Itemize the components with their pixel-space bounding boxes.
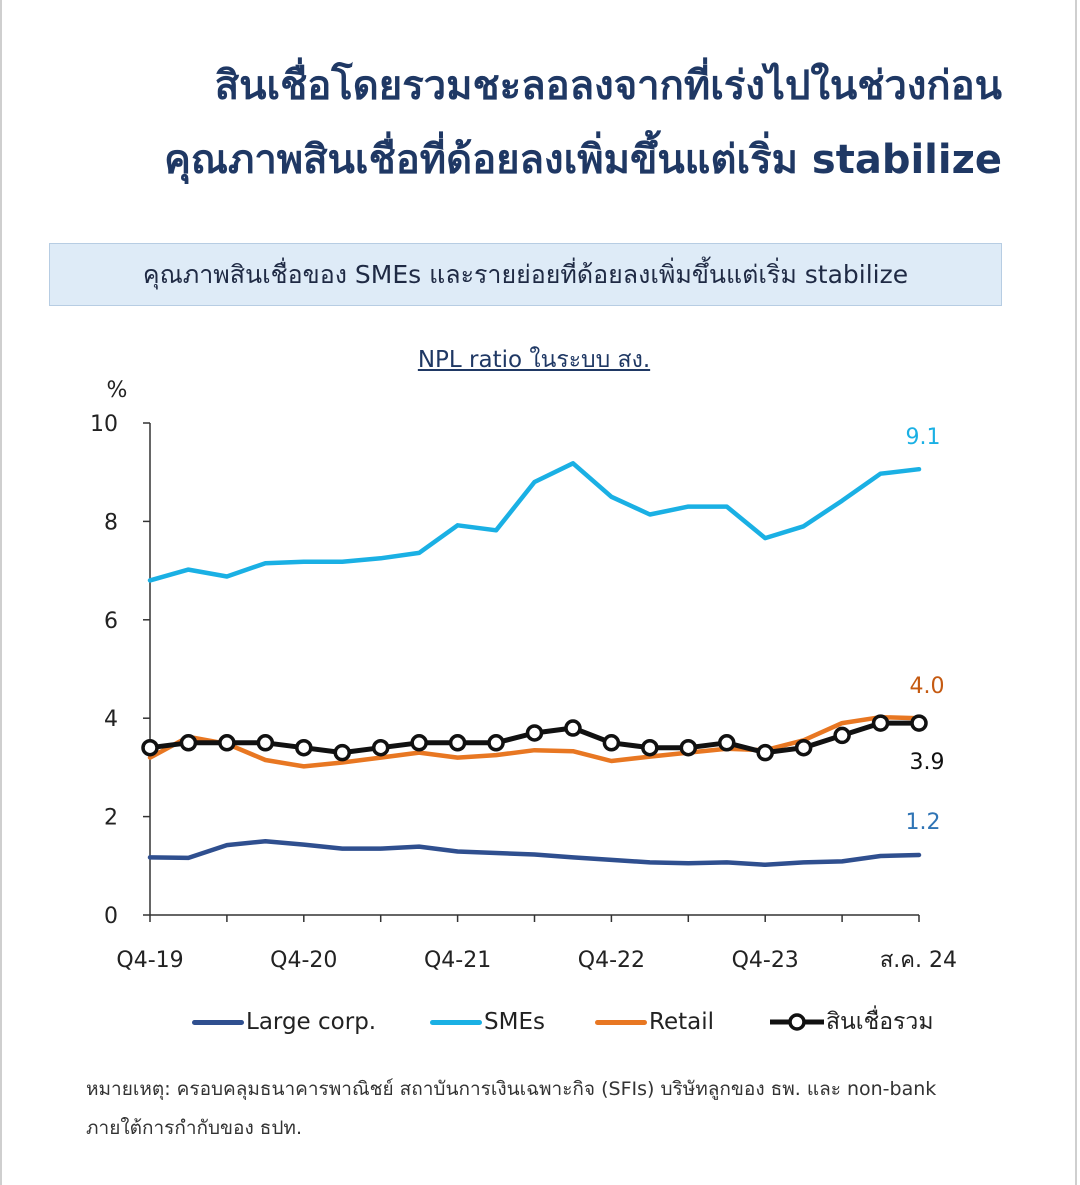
data-label-retail: 4.0: [910, 674, 945, 699]
subtitle-text: คุณภาพสินเชื่อของ SMEs และรายย่อยที่ด้อย…: [142, 259, 909, 289]
npl-line-chart: 0 2 4 6 8 10% Q4-19 Q4-20 Q4-21 Q4-22 Q4-23 ส.ค. 24…: [90, 378, 957, 973]
x-tick-label: Q4-19: [116, 948, 183, 973]
y-tick-label: 8: [104, 510, 118, 535]
series-line-smes: [147, 461, 922, 583]
y-axis-unit-label: %: [107, 378, 128, 403]
subtitle-banner: คุณภาพสินเชื่อของ SMEs และรายย่อยที่ด้อย…: [49, 243, 1002, 306]
page-title-line2: คุณภาพสินเชื่อที่ด้อยลงเพิ่มขึ้นแต่เริ่ม…: [164, 137, 1002, 183]
series-point-total-loans: [371, 738, 390, 757]
x-tick-label: Q4-22: [578, 948, 645, 973]
series-point-total-loans: [756, 743, 774, 762]
legend-swatch-smes: [430, 1019, 482, 1025]
series-point-total-loans: [833, 726, 851, 745]
series-point-total-loans: [641, 738, 659, 757]
series-line-large-corp: [147, 838, 922, 868]
series-point-total-loans: [718, 734, 736, 752]
legend-label-smes: SMEs: [484, 1009, 545, 1035]
legend-label-large-corp: Large corp.: [246, 1009, 377, 1035]
data-label-smes: 9.1: [906, 425, 941, 450]
series-point-total-loans: [794, 738, 813, 757]
footnote-line2: ภายใต้การกำกับของ ธปท.: [86, 1117, 302, 1139]
series-point-total-loans: [871, 714, 890, 732]
legend-swatch-total-loans: [770, 1013, 824, 1031]
legend-item-large-corp: Large corp.: [192, 1005, 376, 1039]
x-tick-label: ส.ค. 24: [880, 948, 957, 973]
series-point-total-loans: [564, 719, 582, 737]
data-label-large-corp: 1.2: [906, 810, 941, 835]
series-point-total-loans: [487, 734, 505, 752]
legend-item-total-loans: สินเชื่อรวม: [770, 1005, 933, 1039]
legend-item-retail: Retail: [595, 1005, 714, 1039]
x-tick-label: Q4-23: [732, 948, 799, 973]
series-point-total-loans: [256, 734, 275, 752]
legend-swatch-large-corp: [192, 1019, 244, 1025]
series-point-total-loans: [179, 734, 198, 752]
series-point-total-loans: [218, 734, 236, 752]
series-point-total-loans: [448, 734, 467, 752]
series-line-retail: [147, 714, 922, 769]
series-point-total-loans: [410, 734, 428, 752]
page-title-line1: สินเชื่อโดยรวมชะลอลงจากที่เร่งไปในช่วงก่…: [214, 63, 1002, 109]
data-label-total-loans: 3.9: [910, 750, 945, 775]
chart-title: NPL ratio ในระบบ สง.: [417, 347, 651, 373]
chart-labels-layer: 1.2 9.1 4.0 3.9: [906, 425, 945, 835]
y-tick-label: 2: [104, 806, 118, 831]
series-point-total-loans: [333, 743, 351, 762]
series-point-total-loans: [525, 724, 544, 742]
legend-label-retail: Retail: [649, 1009, 714, 1035]
y-tick-label: 10: [90, 412, 118, 437]
series-point-total-loans: [679, 738, 698, 757]
y-tick-label: 4: [104, 707, 118, 732]
x-tick-label: Q4-20: [270, 948, 337, 973]
series-point-total-loans: [141, 738, 159, 757]
chart-series-layer: [141, 461, 928, 868]
footnote-line1: หมายเหตุ: ครอบคลุมธนาคารพาณิชย์ สถาบันกา…: [86, 1078, 937, 1100]
y-tick-label: 0: [104, 904, 118, 929]
y-tick-label: 6: [104, 609, 118, 634]
legend-swatch-retail: [595, 1019, 647, 1025]
chart-axes: 0 2 4 6 8 10% Q4-19 Q4-20 Q4-21 Q4-22 Q4-23 ส.ค. 24: [90, 378, 957, 973]
legend-item-smes: SMEs: [430, 1005, 545, 1039]
series-point-total-loans: [295, 738, 313, 757]
x-tick-label: Q4-21: [424, 948, 491, 973]
legend-label-total-loans: สินเชื่อรวม: [826, 1009, 934, 1035]
series-point-total-loans: [910, 714, 928, 732]
series-point-total-loans: [602, 734, 621, 752]
